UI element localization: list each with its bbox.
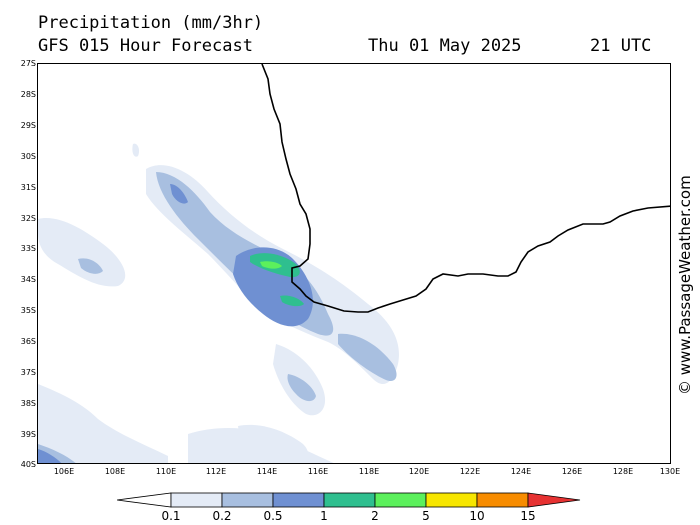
legend-label: 1 — [320, 509, 328, 523]
lon-label: 120E — [408, 467, 430, 476]
legend-label: 0.5 — [263, 509, 283, 523]
legend-label: 2 — [371, 509, 379, 523]
map-title: Precipitation (mm/3hr) — [38, 13, 264, 33]
forecast-time: 21 UTC — [590, 36, 652, 56]
precip-field — [38, 143, 399, 463]
lon-label: 128E — [612, 467, 634, 476]
precip-area-south-medium — [287, 374, 316, 402]
precip-area-heavy-2 — [280, 295, 304, 307]
precipitation-map — [37, 63, 671, 464]
legend-swatch — [221, 492, 274, 508]
legend-label: 5 — [422, 509, 430, 523]
legend-swatch — [425, 492, 478, 508]
lat-label: 32S — [20, 214, 36, 223]
forecast-subtitle: GFS 015 Hour Forecast — [38, 36, 253, 56]
color-legend — [117, 492, 581, 508]
legend-swatch — [117, 492, 172, 508]
legend-label: 10 — [469, 509, 485, 523]
lon-label: 126E — [561, 467, 583, 476]
forecast-date: Thu 01 May 2025 — [368, 36, 522, 56]
lat-label: 37S — [20, 368, 36, 377]
lon-label: 108E — [104, 467, 126, 476]
precip-area-core-3 — [38, 449, 62, 463]
precip-area-south-west-light — [38, 384, 168, 463]
lat-label: 31S — [20, 183, 36, 192]
legend-swatch — [170, 492, 223, 508]
lon-label: 106E — [53, 467, 75, 476]
lon-label: 114E — [256, 467, 278, 476]
watermark: © www.PassageWeather.com — [676, 175, 694, 395]
lon-label: 122E — [459, 467, 481, 476]
lon-label: 110E — [155, 467, 177, 476]
legend-swatch — [374, 492, 427, 508]
lat-label: 38S — [20, 399, 36, 408]
legend-label: 0.1 — [161, 509, 181, 523]
lat-label: 28S — [20, 90, 36, 99]
precip-area-east-medium — [338, 333, 397, 382]
lat-label: 34S — [20, 275, 36, 284]
precip-area-speck-light — [132, 143, 140, 157]
lat-label: 36S — [20, 337, 36, 346]
precip-area-west-medium — [78, 258, 103, 274]
lon-label: 130E — [659, 467, 681, 476]
precip-area-core-2 — [170, 184, 188, 204]
legend-label: 15 — [520, 509, 536, 523]
lon-label: 116E — [307, 467, 329, 476]
lat-label: 35S — [20, 306, 36, 315]
lat-label: 27S — [20, 59, 36, 68]
lat-label: 40S — [20, 460, 36, 469]
lat-label: 30S — [20, 152, 36, 161]
precip-area-center-south-light — [238, 424, 309, 463]
legend-swatch — [527, 492, 581, 508]
precip-area-far-west-light — [38, 218, 126, 287]
legend-swatch — [272, 492, 325, 508]
lon-label: 118E — [358, 467, 380, 476]
lat-label: 29S — [20, 121, 36, 130]
map-canvas — [38, 64, 670, 463]
lat-label: 39S — [20, 430, 36, 439]
legend-swatch — [476, 492, 529, 508]
legend-swatch — [323, 492, 376, 508]
lon-label: 112E — [205, 467, 227, 476]
coastline-western-australia — [261, 64, 670, 313]
legend-label: 0.2 — [212, 509, 232, 523]
precip-area-very-heavy — [260, 261, 282, 269]
lon-label: 124E — [510, 467, 532, 476]
lat-label: 33S — [20, 244, 36, 253]
